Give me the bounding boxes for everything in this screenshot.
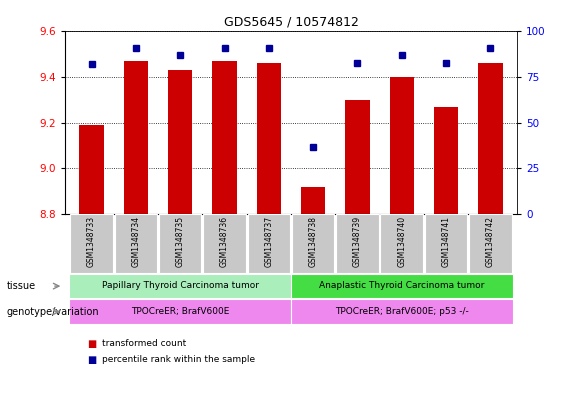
Text: ■: ■ [88,354,97,365]
Bar [291,299,512,324]
Bar [380,214,423,273]
Bar [168,70,192,214]
Bar [390,77,414,214]
Bar [434,107,458,214]
Bar [425,214,467,273]
Bar [115,214,157,273]
Bar [257,63,281,214]
Bar [469,214,512,273]
Text: GSM1348734: GSM1348734 [132,216,140,267]
Bar [159,214,202,273]
Text: GSM1348739: GSM1348739 [353,216,362,267]
Text: tissue: tissue [7,281,36,291]
Text: transformed count: transformed count [102,340,186,348]
Text: TPOCreER; BrafV600E; p53 -/-: TPOCreER; BrafV600E; p53 -/- [335,307,468,316]
Text: GSM1348736: GSM1348736 [220,216,229,267]
Text: GSM1348738: GSM1348738 [308,216,318,267]
Bar [124,61,148,214]
Bar [79,125,104,214]
Bar [203,214,246,273]
Text: GSM1348735: GSM1348735 [176,216,185,267]
Bar [345,100,370,214]
Text: Papillary Thyroid Carcinoma tumor: Papillary Thyroid Carcinoma tumor [102,281,259,290]
Text: GSM1348733: GSM1348733 [87,216,96,267]
Bar [301,187,325,214]
Text: GSM1348737: GSM1348737 [264,216,273,267]
Text: GSM1348742: GSM1348742 [486,216,495,267]
Text: Anaplastic Thyroid Carcinoma tumor: Anaplastic Thyroid Carcinoma tumor [319,281,484,290]
Text: percentile rank within the sample: percentile rank within the sample [102,355,255,364]
Bar [291,274,512,298]
Bar [292,214,334,273]
Bar [247,214,290,273]
Text: ■: ■ [88,339,97,349]
Bar [336,214,379,273]
Bar [69,299,291,324]
Bar [70,214,113,273]
Bar [212,61,237,214]
Text: TPOCreER; BrafV600E: TPOCreER; BrafV600E [131,307,229,316]
Text: GSM1348740: GSM1348740 [397,216,406,267]
Title: GDS5645 / 10574812: GDS5645 / 10574812 [224,16,358,29]
Bar [69,274,291,298]
Bar [478,63,503,214]
Text: GSM1348741: GSM1348741 [442,216,450,267]
Text: genotype/variation: genotype/variation [7,307,99,317]
